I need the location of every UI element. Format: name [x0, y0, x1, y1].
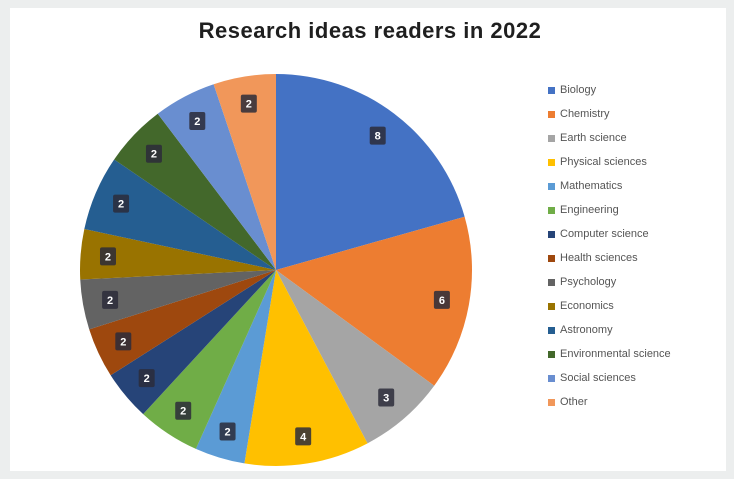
data-label-1: 6	[433, 290, 450, 309]
legend-label: Computer science	[560, 228, 649, 240]
svg-text:6: 6	[439, 295, 445, 307]
legend-label: Physical sciences	[560, 156, 647, 168]
legend-item-2: Earth science	[548, 126, 728, 150]
data-label-2: 3	[378, 388, 395, 407]
legend-item-3: Physical sciences	[548, 150, 728, 174]
legend-swatch	[548, 350, 555, 358]
pie-slice-13	[213, 74, 276, 270]
svg-text:2: 2	[151, 149, 157, 161]
data-label-6: 2	[138, 369, 155, 388]
pie-slice-10	[84, 159, 276, 270]
legend-label: Chemistry	[560, 108, 610, 120]
legend-item-1: Chemistry	[548, 102, 728, 126]
data-label-5: 2	[175, 401, 192, 420]
svg-text:2: 2	[180, 406, 186, 418]
legend-swatch	[548, 134, 555, 142]
legend-swatch	[548, 302, 555, 310]
svg-text:4: 4	[300, 431, 307, 443]
pie-slice-2	[276, 270, 435, 444]
pie-slice-1	[276, 216, 472, 386]
pie-slice-8	[80, 270, 276, 330]
data-label-13: 2	[240, 94, 257, 113]
pie-slice-3	[244, 270, 368, 466]
svg-text:2: 2	[107, 295, 113, 307]
legend-item-0: Biology	[548, 78, 728, 102]
legend-swatch	[548, 278, 555, 286]
legend-label: Environmental science	[560, 348, 671, 360]
legend-label: Other	[560, 396, 588, 408]
legend-label: Economics	[560, 300, 614, 312]
legend-item-12: Social sciences	[548, 366, 728, 390]
svg-text:2: 2	[144, 373, 150, 385]
legend-item-11: Environmental science	[548, 342, 728, 366]
svg-text:2: 2	[105, 251, 111, 263]
legend-item-5: Engineering	[548, 198, 728, 222]
data-label-9: 2	[99, 247, 116, 266]
legend-item-13: Other	[548, 390, 728, 414]
legend-item-8: Psychology	[548, 270, 728, 294]
data-label-11: 2	[145, 144, 162, 163]
data-label-12: 2	[189, 111, 206, 130]
chart-title: Research ideas readers in 2022	[198, 18, 542, 43]
pie-slice-9	[80, 229, 276, 280]
data-label-7: 2	[115, 332, 132, 351]
svg-text:2: 2	[224, 426, 230, 438]
svg-text:2: 2	[120, 336, 126, 348]
svg-text:2: 2	[246, 99, 252, 111]
legend-swatch	[548, 206, 555, 214]
legend-item-10: Astronomy	[548, 318, 728, 342]
pie-slice-0	[276, 74, 465, 270]
data-label-0: 8	[369, 126, 386, 145]
legend-swatch	[548, 398, 555, 406]
pie-slice-7	[89, 270, 276, 376]
data-label-8: 2	[102, 290, 119, 309]
legend-swatch	[548, 110, 555, 118]
legend-label: Social sciences	[560, 372, 636, 384]
legend: Biology Chemistry Earth science Physical sc…	[548, 78, 728, 414]
legend-label: Health sciences	[560, 252, 638, 264]
svg-text:2: 2	[118, 199, 124, 211]
data-label-3: 4	[295, 427, 312, 446]
data-label-10: 2	[113, 194, 130, 213]
legend-swatch	[548, 86, 555, 94]
legend-swatch	[548, 182, 555, 190]
legend-item-9: Economics	[548, 294, 728, 318]
svg-text:8: 8	[375, 131, 381, 143]
pie-slice-4	[195, 270, 276, 464]
legend-item-7: Health sciences	[548, 246, 728, 270]
legend-label: Psychology	[560, 276, 617, 288]
legend-label: Biology	[560, 84, 597, 96]
legend-swatch	[548, 254, 555, 262]
legend-label: Astronomy	[560, 324, 613, 336]
svg-text:2: 2	[194, 116, 200, 128]
legend-label: Mathematics	[560, 180, 623, 192]
legend-item-6: Computer science	[548, 222, 728, 246]
legend-label: Earth science	[560, 132, 627, 144]
legend-swatch	[548, 374, 555, 382]
legend-swatch	[548, 326, 555, 334]
legend-label: Engineering	[560, 204, 619, 216]
legend-swatch	[548, 158, 555, 166]
legend-swatch	[548, 230, 555, 238]
pie-slice-12	[157, 84, 276, 270]
data-label-4: 2	[219, 422, 236, 441]
legend-item-4: Mathematics	[548, 174, 728, 198]
svg-text:3: 3	[383, 393, 389, 405]
